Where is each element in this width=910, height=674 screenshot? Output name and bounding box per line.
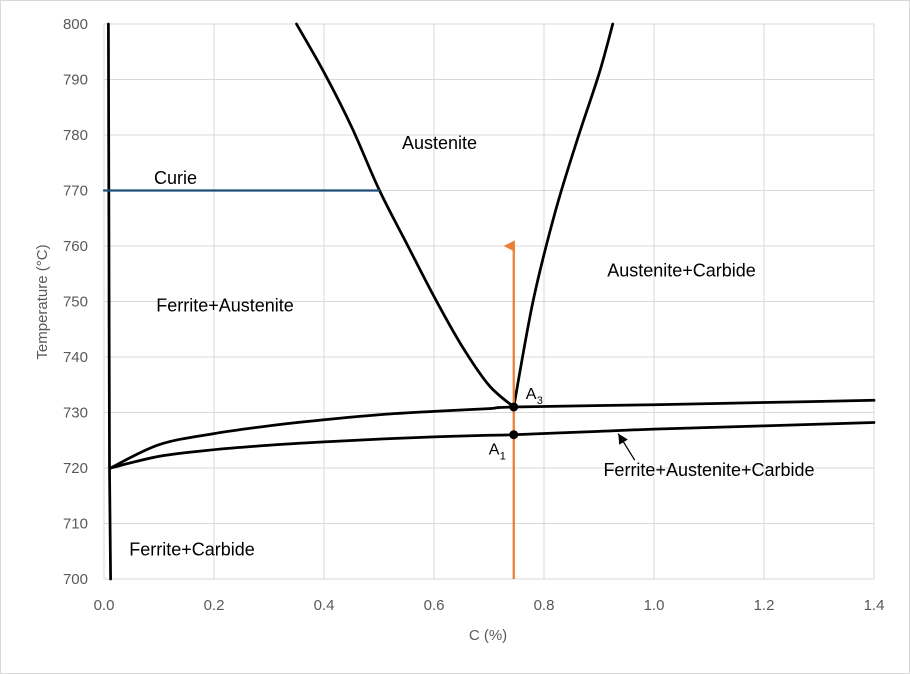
x-axis-title: C (%) — [469, 627, 507, 644]
tick-labels: 0.0 0.2 0.4 0.6 0.8 1.0 1.2 1.4 700 710 720 730 740 7… — [63, 16, 884, 614]
y-axis-title: Temperature (°C) — [34, 244, 51, 359]
series-line-austenite-ferrite-boundary — [295, 22, 516, 409]
x-tick-label: 1.0 — [644, 597, 665, 614]
series-line-acm-line — [512, 22, 615, 409]
series-line-upper-eutectoid-line — [109, 398, 876, 470]
region-labels: Austenite Curie Austenite+Carbide Ferrite+A… — [129, 133, 814, 560]
y-tick-label: 700 — [63, 571, 88, 588]
y-tick-label: 760 — [63, 238, 88, 255]
leader-arrowhead — [618, 433, 628, 445]
point-marker-a3 — [509, 402, 519, 412]
x-tick-label: 0.0 — [94, 597, 115, 614]
y-tick-label: 790 — [63, 72, 88, 89]
x-tick-label: 0.6 — [424, 597, 445, 614]
region-label-ferrite-austenite: Ferrite+Austenite — [156, 295, 294, 315]
region-label-ferrite-carbide: Ferrite+Carbide — [129, 540, 255, 560]
series-lines — [102, 22, 876, 581]
y-tick-label: 710 — [63, 516, 88, 533]
x-tick-label: 0.2 — [204, 597, 225, 614]
series-line-ferrite-solvus-left — [107, 22, 112, 581]
series-line-lower-eutectoid-line — [109, 421, 876, 470]
point-label-a3: A — [526, 386, 537, 403]
y-tick-label: 720 — [63, 460, 88, 477]
point-markers: A 3A 1 — [489, 386, 543, 463]
region-label-curie-label: Curie — [154, 168, 197, 188]
x-tick-label: 1.2 — [754, 597, 775, 614]
point-marker-a1 — [509, 430, 519, 440]
gridlines — [103, 23, 875, 580]
point-label-a1: A — [489, 442, 500, 459]
y-tick-label: 800 — [63, 16, 88, 33]
y-tick-label: 780 — [63, 127, 88, 144]
x-tick-label: 0.8 — [534, 597, 555, 614]
region-label-ferrite-austenite-carbide: Ferrite+Austenite+Carbide — [603, 460, 814, 480]
point-subscript-a1: 1 — [500, 451, 506, 463]
x-tick-label: 0.4 — [314, 597, 335, 614]
y-tick-label: 740 — [63, 349, 88, 366]
y-tick-label: 750 — [63, 294, 88, 311]
y-tick-label: 770 — [63, 183, 88, 200]
point-subscript-a3: 3 — [537, 395, 543, 407]
region-label-austenite-carbide: Austenite+Carbide — [607, 261, 756, 281]
y-tick-label: 730 — [63, 405, 88, 422]
region-label-austenite: Austenite — [402, 133, 477, 153]
x-tick-label: 1.4 — [864, 597, 885, 614]
